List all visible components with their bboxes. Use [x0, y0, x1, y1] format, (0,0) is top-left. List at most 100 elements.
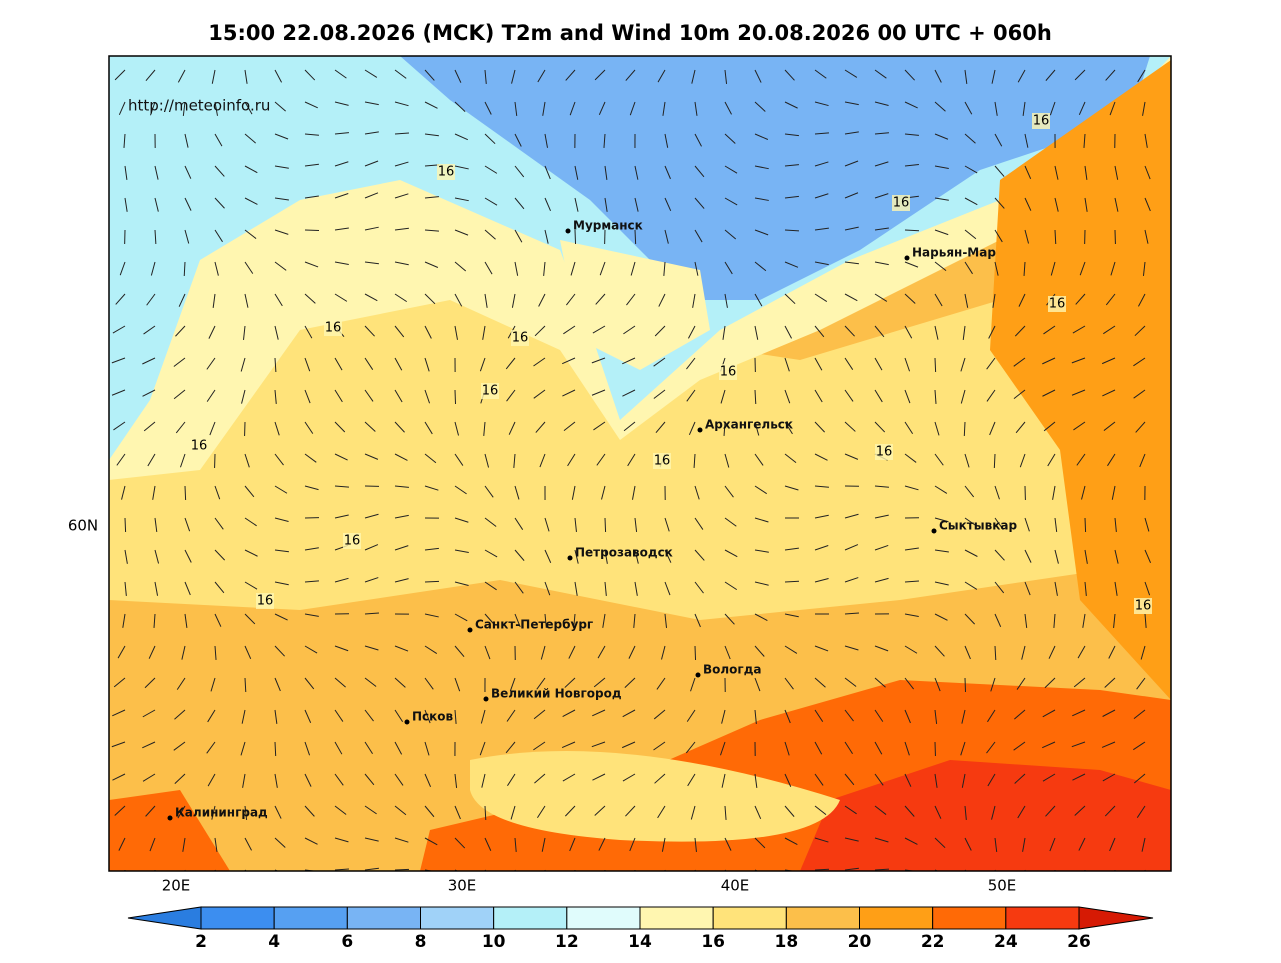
wind-barb: [724, 645, 731, 660]
wind-barb: [394, 389, 403, 403]
wind-barb: [724, 101, 732, 115]
wind-barb: [143, 421, 156, 432]
wind-barb: [304, 69, 316, 81]
wind-barb: [1054, 229, 1057, 245]
wind-barb: [814, 485, 829, 488]
wind-barb: [934, 389, 937, 404]
wind-barb: [754, 709, 757, 724]
wind-barb: [214, 133, 223, 147]
wind-barb: [111, 389, 126, 396]
wind-barb: [724, 453, 730, 468]
wind-barb: [661, 645, 666, 660]
wind-barb: [1072, 325, 1086, 334]
wind-barb: [118, 101, 126, 116]
colorbar-segment: [785, 906, 860, 930]
wind-barb: [1103, 421, 1116, 431]
wind-barb: [874, 741, 883, 755]
city-dot: [404, 719, 410, 725]
wind-barb: [874, 805, 887, 815]
wind-barb: [625, 805, 636, 817]
wind-barb: [874, 161, 889, 167]
wind-barb: [184, 197, 192, 211]
wind-barb: [963, 421, 966, 437]
wind-barb: [507, 773, 516, 787]
wind-barb: [574, 229, 577, 245]
wind-barb: [484, 837, 492, 851]
wind-barb: [814, 261, 829, 266]
wind-barb: [844, 131, 859, 135]
wind-barb: [1014, 773, 1026, 784]
contour-label: 16: [876, 445, 893, 460]
wind-barb: [304, 421, 314, 434]
wind-barb: [394, 357, 403, 371]
contour-label-bg: [256, 593, 274, 609]
wind-barb: [274, 389, 277, 404]
contour-label: 16: [720, 365, 737, 380]
wind-barb: [690, 805, 696, 820]
wind-barb: [540, 645, 546, 660]
wind-barb: [544, 549, 552, 563]
wind-barb: [634, 165, 639, 180]
wind-barb: [153, 613, 156, 628]
wind-barb: [784, 677, 794, 690]
wind-barb: [481, 773, 486, 788]
wind-barb: [424, 580, 440, 583]
wind-barb: [1084, 869, 1086, 871]
wind-barb: [565, 69, 576, 81]
wind-barb: [844, 577, 859, 583]
wind-barb: [145, 805, 156, 817]
wind-barb: [960, 357, 966, 372]
wind-barb: [686, 357, 696, 370]
wind-barb: [724, 549, 738, 558]
colorbar-tick-label: 2: [195, 932, 207, 952]
wind-barb: [623, 325, 636, 335]
wind-barb: [244, 453, 250, 468]
wind-barb: [1049, 837, 1056, 852]
wind-barb: [514, 549, 525, 561]
wind-barb: [124, 549, 128, 564]
wind-barb: [664, 581, 671, 596]
city-label: Нарьян-Мар: [912, 246, 996, 260]
wind-barb: [334, 389, 343, 403]
wind-barb: [723, 421, 726, 437]
wind-barb: [904, 325, 913, 339]
wind-barb: [1024, 581, 1031, 596]
wind-barb: [686, 389, 696, 402]
wind-barb: [1022, 101, 1026, 116]
wind-barb: [206, 389, 216, 402]
wind-barb: [150, 101, 156, 116]
wind-barb: [424, 261, 439, 268]
wind-barb: [592, 325, 606, 334]
wind-barb: [178, 293, 186, 307]
wind-barb: [754, 69, 762, 83]
wind-barb: [364, 741, 373, 755]
wind-barb: [960, 741, 966, 756]
contour-label-bg: [343, 533, 361, 549]
wind-barb: [1144, 197, 1151, 212]
wind-barb: [1024, 229, 1030, 244]
wind-barb: [1024, 549, 1032, 563]
wind-barb: [874, 421, 886, 433]
wind-barb: [533, 357, 546, 367]
wind-barb: [1114, 549, 1119, 564]
wind-barb: [591, 741, 606, 748]
wind-barb: [394, 261, 409, 266]
wind-barb: [154, 517, 158, 532]
wind-barb: [964, 261, 973, 275]
wind-barb: [724, 485, 734, 498]
wind-barb: [274, 197, 289, 201]
wind-barb: [1054, 549, 1059, 564]
wind-barb: [874, 227, 889, 231]
wind-barb: [694, 645, 697, 661]
wind-barb: [184, 517, 191, 532]
contour-label-bg: [324, 320, 342, 336]
wind-barb: [1071, 357, 1086, 364]
wind-barb: [622, 389, 636, 397]
wind-barb: [1101, 357, 1116, 365]
wind-barb: [274, 709, 278, 724]
wind-barb: [424, 773, 432, 788]
wind-barb: [904, 645, 918, 654]
wind-barb: [424, 357, 430, 372]
wind-barb: [484, 293, 488, 308]
wind-barb: [904, 547, 919, 551]
